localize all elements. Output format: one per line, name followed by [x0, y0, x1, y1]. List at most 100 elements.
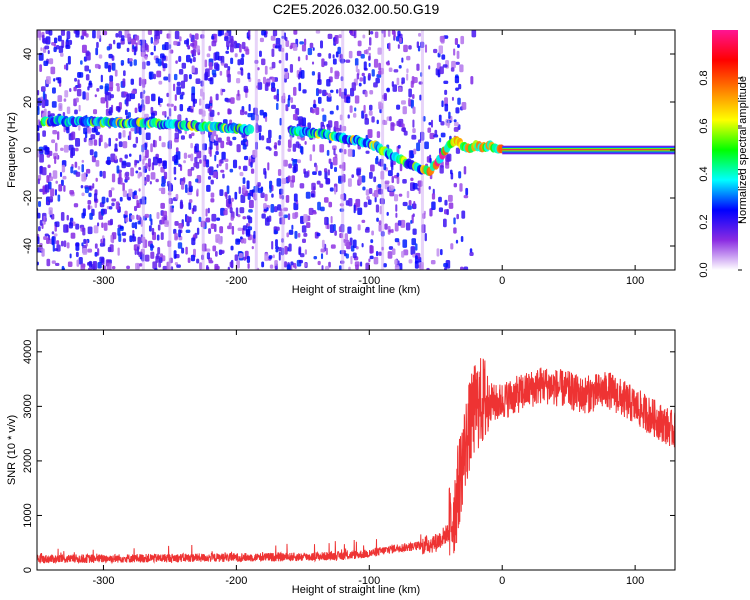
spectrogram-cell [386, 62, 390, 66]
spectrogram-cell [118, 30, 123, 38]
spectrogram-cell [242, 184, 246, 194]
spectrogram-cell [386, 87, 390, 93]
spectrogram-cell [178, 222, 184, 229]
spectrogram-cell [370, 239, 374, 244]
spectrogram-cell [183, 160, 187, 164]
spectrogram-cell [227, 65, 231, 71]
spectrogram-cell [214, 223, 217, 233]
spectrogram-cell [288, 229, 294, 235]
spectrogram-cell [130, 127, 135, 132]
spectrogram-cell [100, 97, 106, 104]
spectrogram-cell [408, 88, 412, 98]
spectrogram-cell [273, 95, 278, 100]
spectrogram-cell [429, 157, 432, 164]
spectrogram-cell [51, 260, 56, 264]
snr-y-label: SNR (10 * v/v) [6, 415, 18, 485]
spectrogram-cell [44, 146, 50, 155]
spectrogram-cell [55, 262, 60, 266]
spectrogram-cell [82, 227, 86, 236]
spectrogram-cell [318, 89, 322, 94]
spectrogram-cell [126, 94, 130, 98]
spectrogram-cell [288, 94, 291, 101]
spectrogram-cell [162, 210, 168, 217]
spectrogram-cell [283, 214, 288, 219]
spectrogram-cell [94, 94, 97, 98]
spectrogram-cell [189, 33, 192, 38]
spectrogram-cell [243, 256, 247, 261]
spectrogram-cell [397, 30, 401, 37]
spectrogram-cell [311, 108, 315, 114]
colorbar: 0.0 0.2 0.4 0.6 0.8 Normalized spectral ampl… [698, 30, 749, 278]
spectrogram-cell [239, 172, 244, 177]
spectrogram-cell [44, 99, 49, 107]
spectrogram-cell [84, 186, 89, 194]
spectrogram-cell [93, 225, 99, 234]
spectrogram-cell [48, 58, 54, 65]
spectrogram-cell [87, 226, 93, 235]
spectrogram-cell [120, 177, 123, 185]
spectrogram-cell [144, 213, 150, 218]
spectrogram-cell [397, 241, 401, 246]
spectrogram-cell [408, 259, 413, 264]
spectrogram-cell [300, 70, 305, 79]
spectrogram-cell [368, 187, 373, 195]
spectrogram-cell [75, 223, 80, 230]
spectrogram-cell [402, 179, 407, 184]
spectrogram-cell [358, 82, 362, 87]
spectrogram-cell [118, 132, 122, 139]
spectrogram-cell [174, 132, 180, 140]
spectrogram-cell [263, 203, 267, 209]
spectrogram-cell [245, 228, 251, 237]
spectrogram-cell [87, 267, 92, 270]
spectrogram-cell [122, 182, 125, 192]
spectrogram-cell [443, 218, 447, 228]
spectrogram-cell [389, 190, 395, 197]
spectrogram-cell [429, 208, 433, 217]
spectrogram-cell [248, 199, 254, 209]
spectrogram-cell [271, 77, 275, 83]
spectrogram-cell [61, 164, 66, 173]
spectrogram-cell [76, 88, 82, 97]
spectrogram-cell [70, 166, 74, 174]
spectrogram-cell [239, 236, 243, 240]
spectrogram-cell [299, 183, 305, 189]
spectrogram-cell [214, 265, 220, 270]
colorbar-tick-label: 0.2 [698, 214, 710, 229]
spectrogram-cell [106, 197, 109, 203]
spectrogram-x-tick-label: -100 [358, 275, 380, 287]
spectrogram-cell [137, 173, 141, 179]
spectrogram-cell [130, 78, 134, 85]
spectrogram-cell [335, 51, 339, 58]
spectrogram-cell [324, 168, 328, 173]
spectrogram-cell [365, 150, 370, 154]
spectrogram-cell [240, 57, 244, 66]
spectrogram-cell [59, 52, 64, 57]
spectrogram-cell [259, 109, 264, 116]
spectrogram-cell [369, 244, 373, 254]
spectrogram-cell [44, 45, 50, 50]
spectrogram-cell [74, 147, 79, 152]
spectrogram-cell [191, 237, 196, 246]
spectrogram-cell [80, 184, 84, 189]
spectrogram-cell [190, 166, 195, 171]
spectrogram-cell [327, 33, 333, 39]
spectrogram-cell [357, 207, 363, 215]
spectrogram-cell [371, 69, 375, 77]
spectrogram-cell [172, 155, 176, 162]
spectrogram-cell [118, 141, 123, 148]
spectrogram-cell [320, 40, 324, 49]
spectrogram-cell [80, 35, 85, 40]
spectrogram-cell [424, 44, 428, 53]
spectrogram-cell [297, 56, 301, 62]
spectrogram-cell [322, 114, 327, 122]
spectrogram-cell [119, 196, 123, 202]
spectrogram-cell [102, 170, 106, 179]
spectrogram-cell [116, 42, 121, 49]
spectrogram-cell [203, 73, 208, 81]
spectrogram-cell [234, 254, 239, 261]
spectrogram-cell [178, 130, 182, 134]
spectrogram-cell [43, 215, 46, 225]
spectrogram-cell [336, 105, 339, 111]
spectrogram-cell [247, 72, 251, 80]
spectrogram-cell [412, 76, 418, 84]
